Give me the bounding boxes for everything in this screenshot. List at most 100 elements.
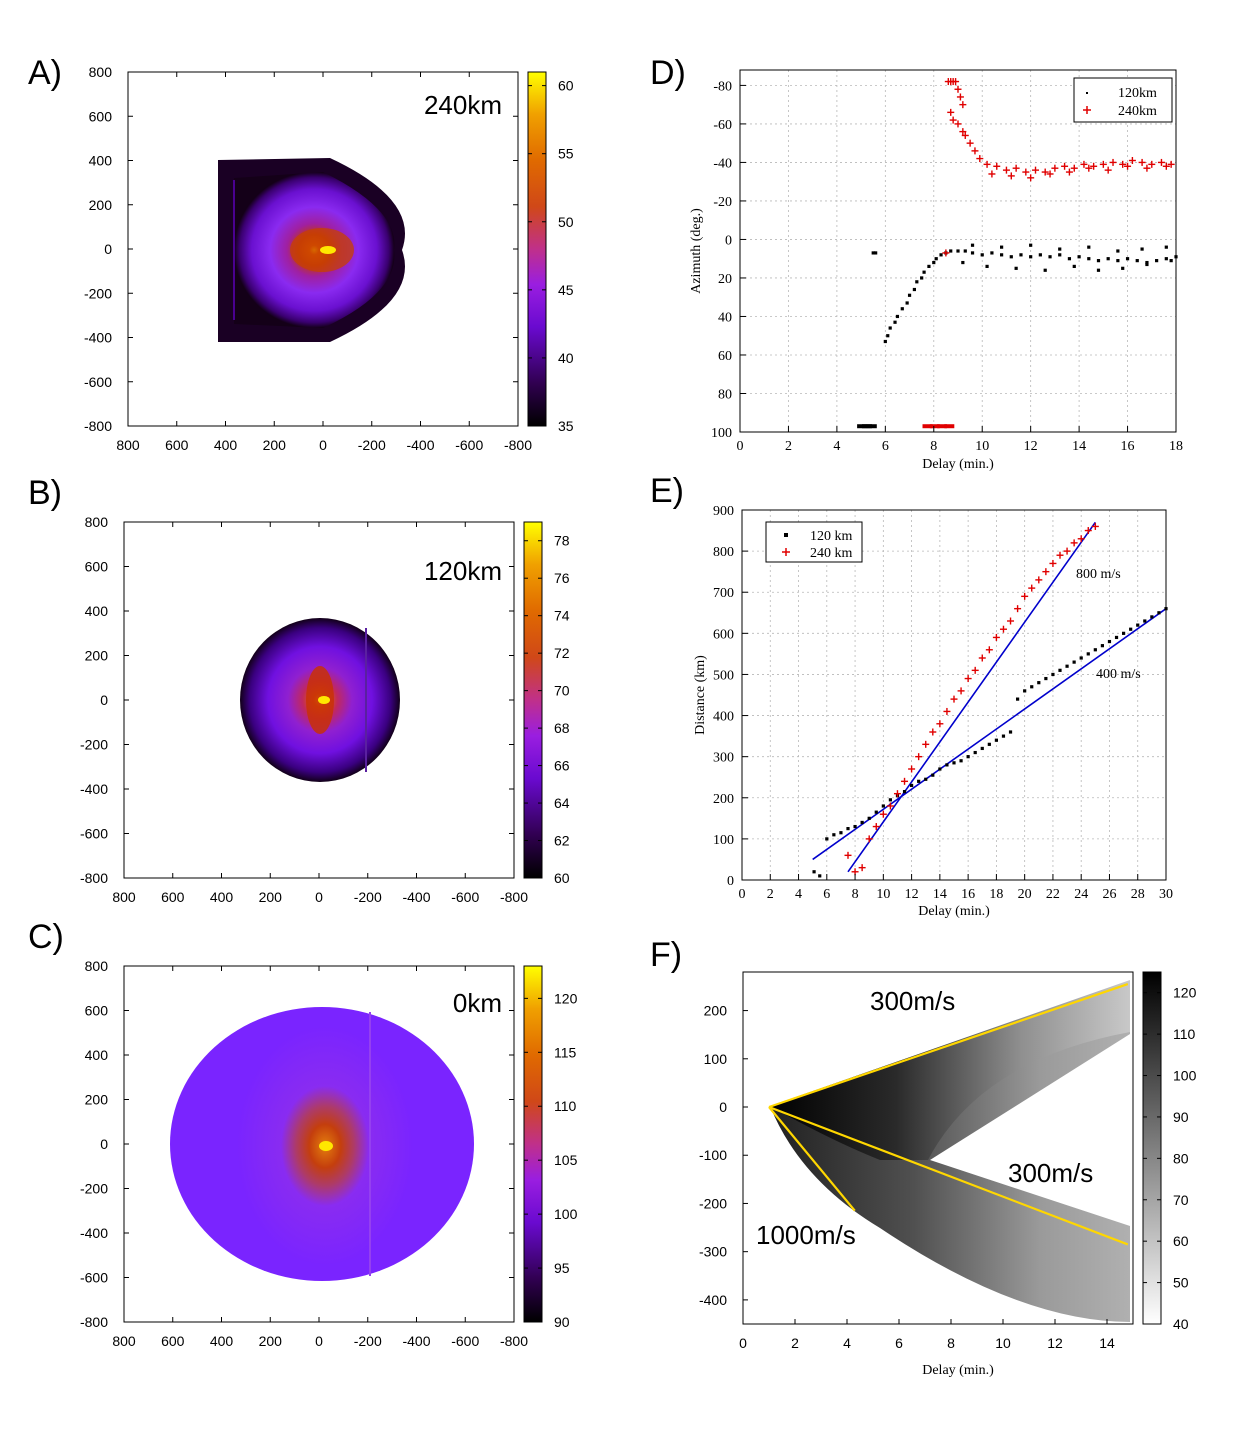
panel-d-point-120km (1072, 264, 1076, 269)
panel-d-point-120km (1116, 249, 1120, 253)
panel-d-ticks: 0 2 4 6 8 10 12 14 16 18 -80 -60 -40 -20 0 20 40 60 80 100 (711, 79, 1183, 454)
panel-d-point-240km (1061, 162, 1069, 170)
panel-b-xtick-label: 800 (112, 889, 136, 905)
panel-b-xtick-label: 200 (259, 889, 283, 905)
panel-e-point-240km (1007, 617, 1015, 625)
panel-f: F) 0 2 4 6 8 10 12 14 200 100 0 -100 -200 -300 -400 De… (650, 936, 1197, 1378)
panel-d-xtick-label: 18 (1169, 439, 1183, 454)
panel-c-ytick-label: 200 (85, 1092, 109, 1108)
panel-e-point-240km (1056, 551, 1064, 559)
panel-b-cbtick-label: 74 (554, 608, 570, 624)
panel-e-point-240km (1084, 527, 1092, 535)
panel-b-xtick-label: 0 (315, 889, 323, 905)
panel-a-xtick-label: 200 (263, 437, 287, 453)
panel-e-legend: 120 km 240 km (765, 521, 863, 563)
panel-e-point-120km (980, 746, 984, 751)
panel-d-point-240km (1104, 166, 1112, 174)
panel-a-cbtick-label: 60 (558, 78, 574, 94)
panel-b-ytick-label: -800 (80, 870, 108, 886)
panel-d-point-120km (1096, 268, 1101, 272)
panel-d-legend-box (1073, 77, 1173, 123)
panel-c-ytick-label: 400 (85, 1047, 109, 1063)
panel-f-fit-line (768, 983, 1129, 1109)
panel-b-cbtick-label: 76 (554, 570, 570, 586)
panel-a-ytick-label: 800 (89, 64, 113, 80)
panel-d-point-120km (907, 293, 912, 297)
panel-e-point-240km (858, 864, 866, 872)
panel-b-xtick-label: 400 (210, 889, 234, 905)
panel-b-peak (318, 696, 330, 704)
panel-d-point-240km (954, 85, 962, 93)
panel-e-xtick-label: 24 (1074, 887, 1088, 902)
panel-e-ytick-label: 700 (713, 586, 734, 601)
panel-d-point-120km (1164, 257, 1168, 261)
panel-d-point-120km (1067, 257, 1072, 261)
panel-b-heatmap (240, 618, 400, 782)
panel-d-point-240km (961, 131, 969, 139)
panel-e-xtick-label: 0 (739, 887, 746, 902)
panel-d-xtick-label: 16 (1121, 439, 1135, 454)
panel-e-ytick-label: 500 (713, 668, 734, 683)
panel-e: E) 0 2 4 6 8 10 12 14 16 18 20 22 24 26 28 300100200300… (650, 472, 1173, 919)
panel-e-xtick-label: 22 (1046, 887, 1060, 902)
panel-e-point-120km (1136, 623, 1140, 627)
panel-a-xtick-label: 600 (165, 437, 189, 453)
panel-e-point-120km (1058, 668, 1062, 672)
panel-d-point-120km (1077, 255, 1081, 259)
panel-f-ticks: 0 2 4 6 8 10 12 14 200 100 0 -100 -200 -300 -400 (699, 1003, 1115, 1351)
panel-d-point-120km (874, 251, 878, 255)
panel-e-xtick-label: 18 (989, 887, 1003, 902)
panel-e-point-120km (1044, 676, 1048, 681)
panel-e-legend-240km: 240 km (810, 546, 853, 561)
panel-c-ytick-label: 0 (100, 1136, 108, 1152)
panel-e-xtick-label: 26 (1102, 887, 1116, 902)
panel-f-ytick-label: -300 (699, 1244, 727, 1260)
panel-d-point-240km (1032, 166, 1040, 174)
panel-c-ytick-label: 800 (85, 958, 109, 974)
panel-d-ytick-label: 60 (718, 349, 732, 364)
panel-f-annotation-upper: 300m/s (870, 986, 955, 1016)
panel-a-cbtick-label: 40 (558, 350, 574, 366)
panel-e-point-240km (1014, 605, 1022, 613)
panel-e-xlabel: Delay (min.) (918, 904, 990, 919)
panel-e-point-120km (860, 820, 864, 825)
panel-a-peak (320, 246, 336, 254)
panel-c-cbtick-label: 105 (554, 1152, 578, 1168)
panel-f-fits (768, 983, 1129, 1246)
panel-d-point-120km (939, 253, 943, 257)
panel-b-ytick-label: 400 (85, 603, 109, 619)
panel-d-point-240km (1070, 164, 1078, 172)
panel-d-point-120km (949, 249, 953, 253)
panel-d-point-240km (1085, 164, 1093, 172)
panel-b-cbtick-label: 70 (554, 683, 570, 699)
panel-c-ytick-label: 600 (85, 1003, 109, 1019)
panel-a-cbtick-label: 45 (558, 282, 574, 298)
panel-d-point-240km (959, 128, 967, 136)
panel-e-fit-line (847, 521, 1096, 873)
panel-d-point-240km (1099, 160, 1107, 168)
panel-e-point-120km (952, 761, 956, 765)
panel-a-xtick-label: 800 (116, 437, 140, 453)
panel-d-point-240km-floor (937, 424, 948, 429)
panel-e-point-120km (1086, 652, 1090, 656)
panel-f-cbtick-label: 70 (1173, 1192, 1189, 1208)
panel-e-xtick-label: 2 (767, 887, 774, 902)
panel-d-legend-marker-120km (1086, 92, 1088, 94)
panel-e-xtick-label: 8 (852, 887, 859, 902)
panel-b-colorbar (523, 521, 543, 879)
panel-f-annotation-lower: 300m/s (1008, 1158, 1093, 1188)
panel-f-label: F) (650, 936, 682, 974)
panel-d-point-240km (1080, 160, 1088, 168)
panel-b-cbtick-label: 78 (554, 533, 570, 549)
panel-d-point-120km (1058, 253, 1062, 257)
panel-c-xtick-label: 800 (112, 1333, 136, 1349)
panel-d-point-240km (956, 93, 964, 101)
panel-d-point-120km (883, 339, 887, 344)
panel-d-point-120km (1135, 259, 1139, 263)
panel-e-point-240km (879, 810, 887, 818)
panel-f-cbtick-label: 40 (1173, 1316, 1189, 1332)
panel-f-cbtick-label: 60 (1173, 1233, 1189, 1249)
panel-d-point-240km (942, 249, 950, 257)
panel-d-point-120km (905, 301, 909, 305)
panel-f-cbtick-label: 50 (1173, 1275, 1189, 1291)
